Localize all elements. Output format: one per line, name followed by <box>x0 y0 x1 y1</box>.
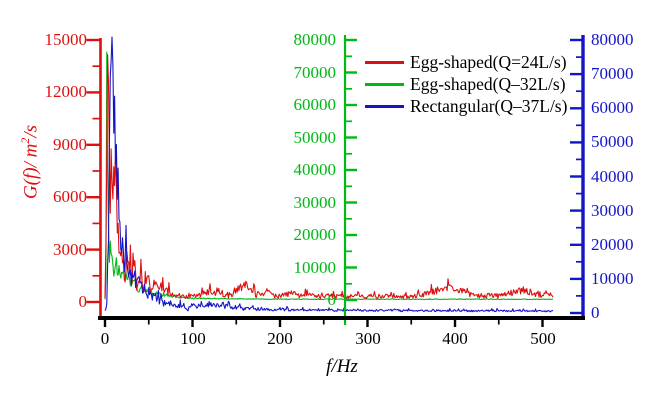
middle-axis-tick-label: 70000 <box>293 63 337 82</box>
middle-axis-tick-label: 50000 <box>293 128 337 147</box>
left-axis-title-text: G(f)/ m <box>20 143 42 200</box>
left-axis-tick-label: 9000 <box>53 135 87 154</box>
right-axis-tick-label: 70000 <box>591 64 634 83</box>
right-axis-tick-label: 80000 <box>591 30 634 49</box>
right-axis-tick-label: 50000 <box>591 132 634 151</box>
x-axis-tick-label: 500 <box>530 329 556 348</box>
left-axis-title-unit: /s <box>20 124 42 138</box>
legend-label-egg-24: Egg-shaped(Q=24L/s) <box>410 51 567 72</box>
legend-item-rect-37: Rectangular(Q–37L/s) <box>365 95 567 117</box>
right-axis-tick-label: 30000 <box>591 201 634 220</box>
left-axis-tick-label: 15000 <box>44 30 88 49</box>
middle-axis-tick-label: 40000 <box>293 160 337 179</box>
legend-line-blue <box>365 104 404 108</box>
right-axis-tick-label: 60000 <box>591 98 634 117</box>
right-axis-tick-label: 10000 <box>591 269 634 288</box>
legend-item-egg-32: Egg-shaped(Q–32L/s) <box>365 73 567 95</box>
middle-axis-tick-label: 20000 <box>293 225 337 244</box>
legend: Egg-shaped(Q=24L/s) Egg-shaped(Q–32L/s) … <box>365 51 567 117</box>
middle-axis-tick-label: 30000 <box>293 193 337 212</box>
left-axis-tick-label: 3000 <box>53 240 87 259</box>
middle-axis <box>343 35 357 325</box>
middle-axis-tick-label: 80000 <box>293 30 337 49</box>
x-axis-tick-label: 100 <box>180 329 206 348</box>
middle-axis-tick-label: 10000 <box>293 258 337 277</box>
left-axis-title-superscript: 2 <box>18 137 32 144</box>
right-axis-tick-label: 20000 <box>591 235 634 254</box>
x-axis <box>98 316 585 327</box>
left-axis-tick-label: 12000 <box>44 82 88 101</box>
middle-axis-tick-label: 60000 <box>293 95 337 114</box>
x-axis-tick-label: 200 <box>267 329 293 348</box>
legend-label-rect-37: Rectangular(Q–37L/s) <box>410 95 568 116</box>
legend-item-egg-24: Egg-shaped(Q=24L/s) <box>365 51 567 73</box>
left-axis-tick-label: 6000 <box>53 187 87 206</box>
left-axis <box>86 38 102 320</box>
legend-line-red <box>365 60 404 64</box>
x-axis-tick-label: 0 <box>100 329 110 348</box>
right-axis-tick-label: 40000 <box>591 167 634 186</box>
left-axis-tick-label: 0 <box>78 292 88 311</box>
x-axis-title: f/Hz <box>326 356 358 377</box>
series-1 <box>104 51 553 301</box>
series-2 <box>104 36 554 313</box>
series-0 <box>104 54 554 300</box>
x-axis-tick-label: 300 <box>355 329 381 348</box>
legend-line-green <box>365 82 404 86</box>
x-axis-tick-label: 400 <box>442 329 468 348</box>
right-axis <box>570 35 585 320</box>
right-axis-tick-label: 0 <box>591 303 600 322</box>
left-axis-title: G(f)/ m2/s <box>18 46 42 278</box>
legend-label-egg-32: Egg-shaped(Q–32L/s) <box>410 73 566 94</box>
